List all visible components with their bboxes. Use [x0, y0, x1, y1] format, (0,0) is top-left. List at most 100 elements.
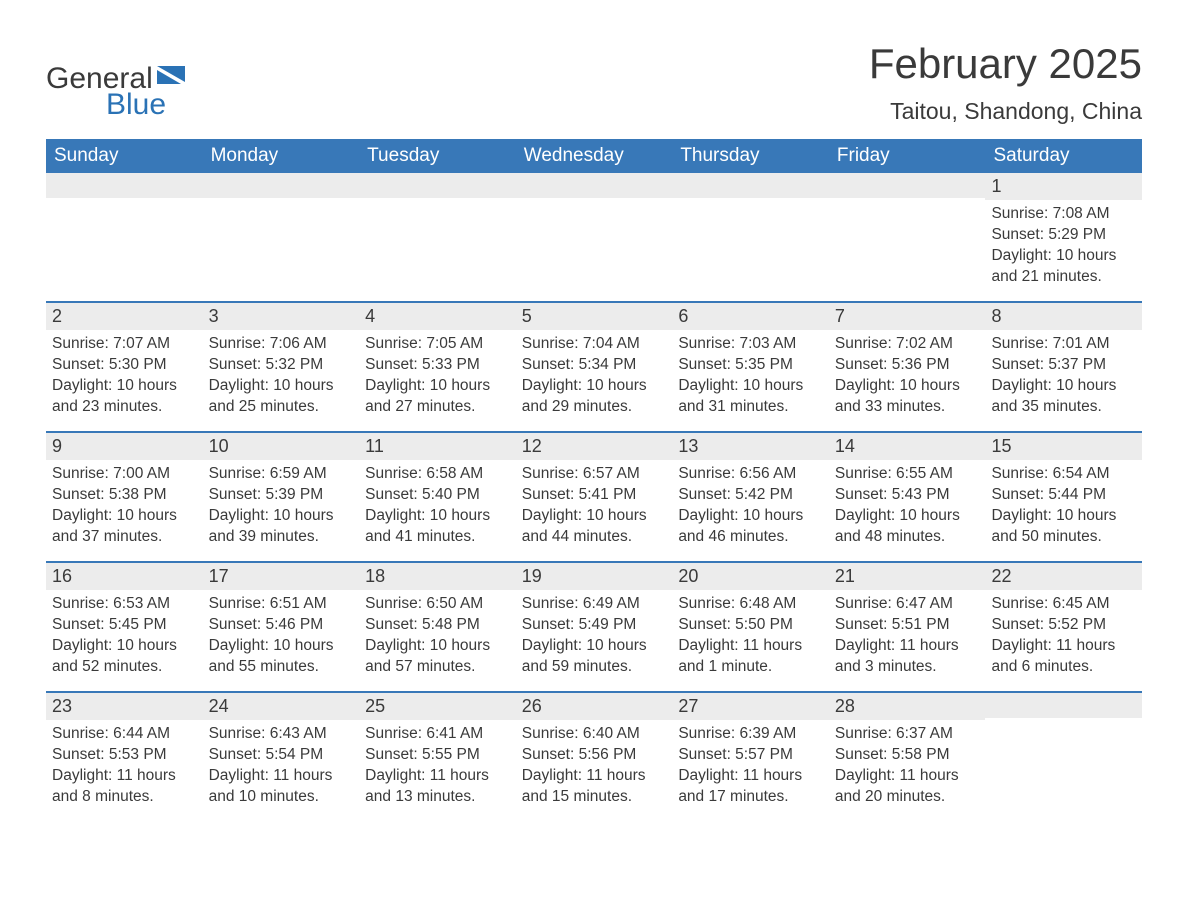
daylight-text: Daylight: 10 hours and 37 minutes.	[52, 506, 197, 548]
sunset-text: Sunset: 5:36 PM	[835, 355, 980, 376]
sunrise-text: Sunrise: 7:05 AM	[365, 334, 510, 355]
calendar-day: 24Sunrise: 6:43 AMSunset: 5:54 PMDayligh…	[203, 693, 360, 821]
sunset-text: Sunset: 5:38 PM	[52, 485, 197, 506]
calendar-day: 26Sunrise: 6:40 AMSunset: 5:56 PMDayligh…	[516, 693, 673, 821]
dow-monday: Monday	[203, 139, 360, 173]
daylight-text: Daylight: 10 hours and 31 minutes.	[678, 376, 823, 418]
calendar-day: 10Sunrise: 6:59 AMSunset: 5:39 PMDayligh…	[203, 433, 360, 561]
sunset-text: Sunset: 5:29 PM	[991, 225, 1136, 246]
sunset-text: Sunset: 5:39 PM	[209, 485, 354, 506]
calendar-day: 18Sunrise: 6:50 AMSunset: 5:48 PMDayligh…	[359, 563, 516, 691]
day-number: 6	[672, 303, 829, 330]
sunrise-text: Sunrise: 7:06 AM	[209, 334, 354, 355]
flag-icon	[157, 66, 185, 88]
day-number: 20	[672, 563, 829, 590]
calendar-day	[985, 693, 1142, 821]
day-number: 11	[359, 433, 516, 460]
calendar-day: 22Sunrise: 6:45 AMSunset: 5:52 PMDayligh…	[985, 563, 1142, 691]
calendar-week: 16Sunrise: 6:53 AMSunset: 5:45 PMDayligh…	[46, 561, 1142, 691]
month-title: February 2025	[869, 40, 1142, 88]
day-details	[829, 198, 986, 212]
day-details: Sunrise: 6:55 AMSunset: 5:43 PMDaylight:…	[829, 460, 986, 558]
day-number: 27	[672, 693, 829, 720]
sunset-text: Sunset: 5:58 PM	[835, 745, 980, 766]
daylight-text: Daylight: 10 hours and 46 minutes.	[678, 506, 823, 548]
calendar-day: 12Sunrise: 6:57 AMSunset: 5:41 PMDayligh…	[516, 433, 673, 561]
day-number	[359, 173, 516, 198]
calendar-week: 2Sunrise: 7:07 AMSunset: 5:30 PMDaylight…	[46, 301, 1142, 431]
day-number: 3	[203, 303, 360, 330]
sunrise-text: Sunrise: 6:55 AM	[835, 464, 980, 485]
daylight-text: Daylight: 11 hours and 17 minutes.	[678, 766, 823, 808]
daylight-text: Daylight: 10 hours and 41 minutes.	[365, 506, 510, 548]
calendar-day	[46, 173, 203, 301]
calendar-day: 3Sunrise: 7:06 AMSunset: 5:32 PMDaylight…	[203, 303, 360, 431]
sunrise-text: Sunrise: 6:47 AM	[835, 594, 980, 615]
day-number: 23	[46, 693, 203, 720]
sunset-text: Sunset: 5:56 PM	[522, 745, 667, 766]
day-number: 22	[985, 563, 1142, 590]
day-number	[203, 173, 360, 198]
calendar-day: 9Sunrise: 7:00 AMSunset: 5:38 PMDaylight…	[46, 433, 203, 561]
daylight-text: Daylight: 11 hours and 8 minutes.	[52, 766, 197, 808]
day-number	[516, 173, 673, 198]
day-details: Sunrise: 7:02 AMSunset: 5:36 PMDaylight:…	[829, 330, 986, 428]
sunrise-text: Sunrise: 7:08 AM	[991, 204, 1136, 225]
dow-friday: Friday	[829, 139, 986, 173]
day-details: Sunrise: 7:00 AMSunset: 5:38 PMDaylight:…	[46, 460, 203, 558]
sunset-text: Sunset: 5:45 PM	[52, 615, 197, 636]
dow-tuesday: Tuesday	[359, 139, 516, 173]
day-number: 16	[46, 563, 203, 590]
calendar-day	[203, 173, 360, 301]
daylight-text: Daylight: 10 hours and 21 minutes.	[991, 246, 1136, 288]
daylight-text: Daylight: 10 hours and 52 minutes.	[52, 636, 197, 678]
day-details	[985, 718, 1142, 732]
sunset-text: Sunset: 5:43 PM	[835, 485, 980, 506]
sunset-text: Sunset: 5:35 PM	[678, 355, 823, 376]
daylight-text: Daylight: 11 hours and 13 minutes.	[365, 766, 510, 808]
calendar-day: 8Sunrise: 7:01 AMSunset: 5:37 PMDaylight…	[985, 303, 1142, 431]
calendar-day: 28Sunrise: 6:37 AMSunset: 5:58 PMDayligh…	[829, 693, 986, 821]
day-details: Sunrise: 7:01 AMSunset: 5:37 PMDaylight:…	[985, 330, 1142, 428]
sunset-text: Sunset: 5:44 PM	[991, 485, 1136, 506]
day-number: 18	[359, 563, 516, 590]
dow-wednesday: Wednesday	[516, 139, 673, 173]
sunset-text: Sunset: 5:46 PM	[209, 615, 354, 636]
sunset-text: Sunset: 5:51 PM	[835, 615, 980, 636]
sunset-text: Sunset: 5:33 PM	[365, 355, 510, 376]
day-details: Sunrise: 6:51 AMSunset: 5:46 PMDaylight:…	[203, 590, 360, 688]
sunset-text: Sunset: 5:52 PM	[991, 615, 1136, 636]
sunset-text: Sunset: 5:53 PM	[52, 745, 197, 766]
day-details: Sunrise: 7:08 AMSunset: 5:29 PMDaylight:…	[985, 200, 1142, 298]
page-header: General Blue February 2025 Taitou, Shand…	[46, 40, 1142, 135]
day-number: 25	[359, 693, 516, 720]
day-details: Sunrise: 6:58 AMSunset: 5:40 PMDaylight:…	[359, 460, 516, 558]
day-details: Sunrise: 6:50 AMSunset: 5:48 PMDaylight:…	[359, 590, 516, 688]
sunset-text: Sunset: 5:34 PM	[522, 355, 667, 376]
sunset-text: Sunset: 5:37 PM	[991, 355, 1136, 376]
day-details: Sunrise: 7:06 AMSunset: 5:32 PMDaylight:…	[203, 330, 360, 428]
day-details: Sunrise: 6:40 AMSunset: 5:56 PMDaylight:…	[516, 720, 673, 818]
daylight-text: Daylight: 11 hours and 10 minutes.	[209, 766, 354, 808]
calendar-day	[829, 173, 986, 301]
day-number: 7	[829, 303, 986, 330]
calendar-day: 20Sunrise: 6:48 AMSunset: 5:50 PMDayligh…	[672, 563, 829, 691]
calendar-day: 15Sunrise: 6:54 AMSunset: 5:44 PMDayligh…	[985, 433, 1142, 561]
day-number	[829, 173, 986, 198]
sunrise-text: Sunrise: 6:58 AM	[365, 464, 510, 485]
calendar-grid: Sunday Monday Tuesday Wednesday Thursday…	[46, 139, 1142, 821]
day-number: 2	[46, 303, 203, 330]
sunset-text: Sunset: 5:54 PM	[209, 745, 354, 766]
day-details: Sunrise: 6:57 AMSunset: 5:41 PMDaylight:…	[516, 460, 673, 558]
calendar-day: 13Sunrise: 6:56 AMSunset: 5:42 PMDayligh…	[672, 433, 829, 561]
calendar-day: 21Sunrise: 6:47 AMSunset: 5:51 PMDayligh…	[829, 563, 986, 691]
daylight-text: Daylight: 10 hours and 27 minutes.	[365, 376, 510, 418]
day-number: 14	[829, 433, 986, 460]
day-number: 26	[516, 693, 673, 720]
day-details: Sunrise: 6:37 AMSunset: 5:58 PMDaylight:…	[829, 720, 986, 818]
sunrise-text: Sunrise: 7:01 AM	[991, 334, 1136, 355]
daylight-text: Daylight: 11 hours and 3 minutes.	[835, 636, 980, 678]
calendar-day: 14Sunrise: 6:55 AMSunset: 5:43 PMDayligh…	[829, 433, 986, 561]
day-number: 9	[46, 433, 203, 460]
sunrise-text: Sunrise: 7:07 AM	[52, 334, 197, 355]
